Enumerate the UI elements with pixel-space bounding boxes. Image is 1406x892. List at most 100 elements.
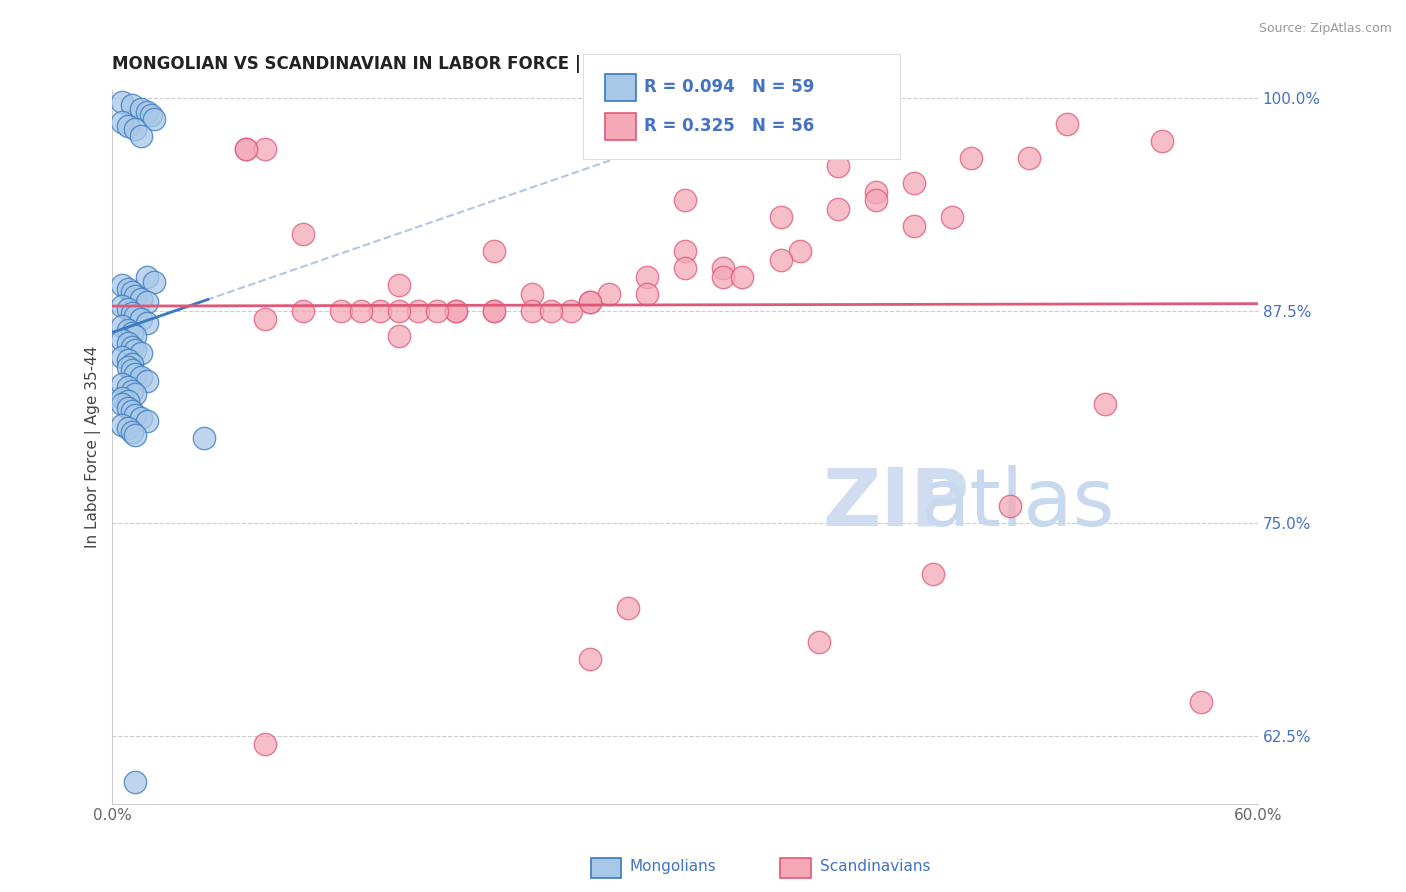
Point <box>560 304 582 318</box>
Point <box>711 269 734 284</box>
Point <box>922 567 945 582</box>
Point <box>254 312 277 326</box>
Point <box>444 304 467 318</box>
Point <box>121 305 143 319</box>
Point <box>388 329 411 343</box>
Point <box>235 143 257 157</box>
Text: Source: ZipAtlas.com: Source: ZipAtlas.com <box>1258 22 1392 36</box>
Point <box>941 211 963 225</box>
Point <box>121 98 143 112</box>
Point <box>124 309 146 323</box>
Point <box>121 404 143 418</box>
Point <box>349 304 371 318</box>
Point <box>406 304 429 318</box>
Point <box>673 194 696 208</box>
Point <box>731 269 754 284</box>
Point <box>121 340 143 354</box>
Point <box>673 244 696 259</box>
Point <box>368 304 391 318</box>
Point <box>578 652 600 666</box>
Point <box>124 329 146 343</box>
Text: Scandinavians: Scandinavians <box>820 859 931 873</box>
Point <box>330 304 353 318</box>
Point <box>769 252 792 267</box>
Point <box>121 285 143 300</box>
Point <box>522 286 544 301</box>
Point <box>117 401 139 415</box>
Point <box>135 269 157 284</box>
Point <box>426 304 449 318</box>
Point <box>117 359 139 374</box>
Point <box>124 122 146 136</box>
Point <box>998 500 1021 514</box>
Point <box>143 275 166 289</box>
Point <box>388 304 411 318</box>
Point <box>129 128 152 143</box>
Point <box>111 350 134 364</box>
Point <box>121 357 143 371</box>
Point <box>117 393 139 408</box>
Point <box>484 244 506 259</box>
Point <box>135 374 157 388</box>
Point <box>769 211 792 225</box>
Point <box>827 160 849 174</box>
Point <box>129 292 152 306</box>
Point <box>444 304 467 318</box>
Point <box>522 304 544 318</box>
Point <box>111 299 134 313</box>
Point <box>578 295 600 310</box>
Point <box>117 353 139 368</box>
Point <box>121 363 143 377</box>
Point <box>827 202 849 216</box>
Text: Mongolians: Mongolians <box>630 859 717 873</box>
Point <box>865 185 887 199</box>
Text: ZIP: ZIP <box>823 465 970 543</box>
Point <box>111 115 134 129</box>
Point <box>254 737 277 751</box>
Point <box>124 343 146 357</box>
Point <box>292 304 315 318</box>
Point <box>111 397 134 411</box>
Point <box>111 319 134 334</box>
Point <box>540 304 562 318</box>
Point <box>193 431 215 445</box>
Point <box>139 108 162 122</box>
Text: MONGOLIAN VS SCANDINAVIAN IN LABOR FORCE | AGE 35-44 CORRELATION CHART: MONGOLIAN VS SCANDINAVIAN IN LABOR FORCE… <box>112 55 889 73</box>
Point <box>121 384 143 398</box>
Point <box>117 380 139 394</box>
Point <box>807 635 830 649</box>
Point <box>1018 151 1040 165</box>
Point <box>636 269 658 284</box>
Point <box>1152 134 1174 148</box>
Point <box>124 387 146 401</box>
Point <box>484 304 506 318</box>
Point <box>129 346 152 360</box>
Point <box>117 302 139 317</box>
Point <box>960 151 983 165</box>
Point <box>135 295 157 310</box>
Point <box>111 278 134 293</box>
Point <box>617 601 640 615</box>
Point <box>117 282 139 296</box>
Point <box>903 177 925 191</box>
Point <box>1056 117 1078 131</box>
Point <box>292 227 315 242</box>
Point <box>598 286 620 301</box>
Point <box>111 391 134 405</box>
Point <box>124 408 146 422</box>
Point <box>673 261 696 276</box>
Point <box>254 143 277 157</box>
Point <box>121 326 143 340</box>
Text: R = 0.094   N = 59: R = 0.094 N = 59 <box>644 78 814 95</box>
Point <box>1094 397 1116 411</box>
Point <box>111 417 134 432</box>
Point <box>129 370 152 384</box>
Point <box>1189 695 1212 709</box>
Point <box>111 333 134 347</box>
Point <box>124 428 146 442</box>
Y-axis label: In Labor Force | Age 35-44: In Labor Force | Age 35-44 <box>86 345 101 548</box>
Point <box>121 425 143 439</box>
Point <box>135 105 157 120</box>
Point <box>124 774 146 789</box>
Point <box>711 261 734 276</box>
